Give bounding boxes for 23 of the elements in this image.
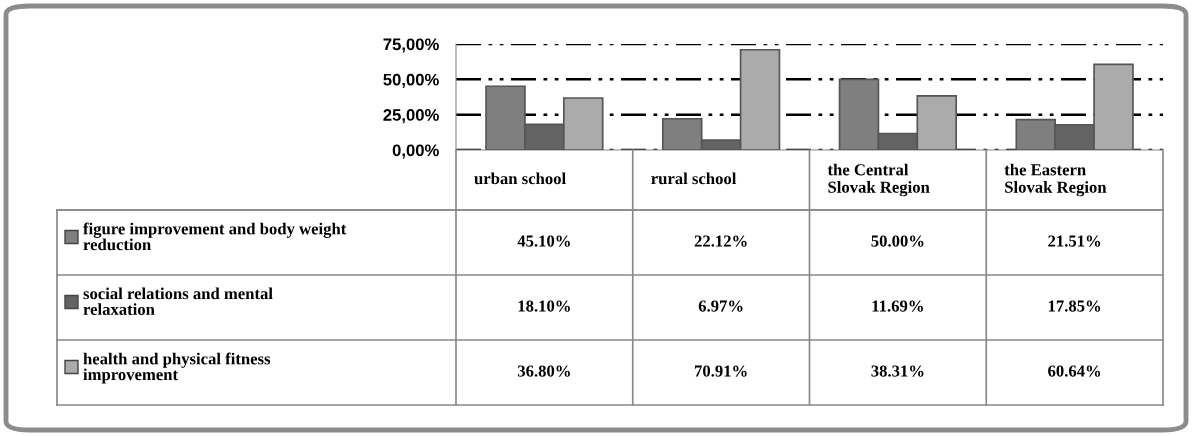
x-tick-label: rural school (651, 172, 737, 185)
data-label: 11.69% (872, 300, 923, 312)
data-label: 17.85% (1048, 300, 1101, 312)
legend-label: figure improvement and body weight reduction (83, 222, 347, 251)
legend-label: health and physical fitness improvement (83, 352, 271, 384)
data-label: 22.12% (694, 235, 747, 247)
x-tick-label: urban school (474, 172, 566, 185)
y-tick-label: 50,00% (383, 73, 439, 88)
legend-label: social relations and mental relaxation (83, 287, 273, 315)
y-tick-label: 0,00% (392, 144, 439, 159)
data-label: 60.64% (1048, 365, 1101, 377)
x-tick-label: the Central Slovak Region (827, 163, 930, 197)
data-label: 70.91% (694, 365, 747, 377)
data-label: 45.10% (517, 235, 570, 247)
data-label: 21.51% (1048, 235, 1101, 247)
data-label: 50.00% (871, 235, 924, 247)
data-label: 18.10% (518, 300, 570, 312)
y-tick-label: 25,00% (383, 109, 439, 124)
data-label: 38.31% (871, 365, 924, 377)
y-tick-label: 75,00% (383, 38, 439, 53)
data-label: 36.80% (517, 365, 570, 377)
x-tick-label: the Eastern Slovak Region (1004, 163, 1107, 197)
data-label: 6.97% (698, 300, 743, 312)
